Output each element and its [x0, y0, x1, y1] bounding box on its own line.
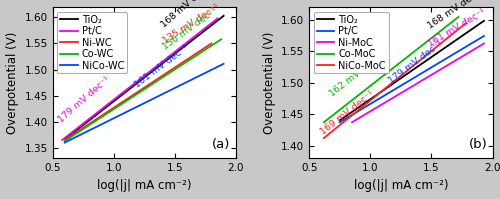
- Line: Pt/C: Pt/C: [340, 36, 484, 122]
- Text: 179 mV dec⁻¹: 179 mV dec⁻¹: [56, 74, 112, 124]
- Text: 135 mV dec⁻¹: 135 mV dec⁻¹: [162, 2, 222, 46]
- Co-MoC: [456, 16, 462, 18]
- Line: TiO₂: TiO₂: [340, 21, 484, 120]
- Text: 169 mV dec⁻¹: 169 mV dec⁻¹: [318, 89, 376, 137]
- Ni-WC: [208, 42, 214, 45]
- Text: 156 mV dec⁻¹: 156 mV dec⁻¹: [161, 6, 220, 52]
- Text: 162 mV dec⁻¹: 162 mV dec⁻¹: [328, 52, 386, 99]
- Co-MoC: [321, 121, 327, 123]
- Pt/C: [336, 121, 342, 123]
- Text: (b): (b): [468, 138, 487, 151]
- TiO₂: [481, 20, 487, 22]
- Text: 168 mV dec⁻¹: 168 mV dec⁻¹: [426, 0, 486, 31]
- Line: Ni-MoC: Ni-MoC: [352, 44, 484, 122]
- Legend: TiO₂, Pt/C, Ni-WC, Co-WC, NiCo-WC: TiO₂, Pt/C, Ni-WC, Co-WC, NiCo-WC: [58, 12, 127, 73]
- NiCo-MoC: [462, 22, 468, 24]
- Line: NiCo-MoC: NiCo-MoC: [324, 23, 466, 138]
- Ni-WC: [62, 139, 68, 141]
- X-axis label: log(|j| mA cm⁻²): log(|j| mA cm⁻²): [354, 179, 448, 192]
- Text: 168 mV dec⁻¹: 168 mV dec⁻¹: [159, 0, 214, 30]
- Text: 161 mV dec⁻¹: 161 mV dec⁻¹: [132, 43, 190, 89]
- Line: Ni-WC: Ni-WC: [64, 43, 212, 140]
- NiCo-MoC: [321, 137, 327, 139]
- Text: 179 mV dec⁻¹: 179 mV dec⁻¹: [387, 38, 444, 85]
- Y-axis label: Overpotential (V): Overpotential (V): [6, 31, 19, 134]
- Text: 161 mV dec⁻¹: 161 mV dec⁻¹: [427, 8, 488, 49]
- Legend: TiO₂, Pt/C, Ni-MoC, Co-MoC, NiCo-MoC: TiO₂, Pt/C, Ni-MoC, Co-MoC, NiCo-MoC: [314, 12, 389, 73]
- Pt/C: [481, 35, 487, 37]
- Y-axis label: Overpotential (V): Overpotential (V): [262, 31, 276, 134]
- X-axis label: log(|j| mA cm⁻²): log(|j| mA cm⁻²): [97, 179, 192, 192]
- Ni-MoC: [349, 121, 355, 123]
- Ni-MoC: [481, 42, 487, 45]
- Line: Co-MoC: Co-MoC: [324, 17, 458, 122]
- TiO₂: [336, 119, 342, 122]
- Text: (a): (a): [212, 138, 231, 151]
